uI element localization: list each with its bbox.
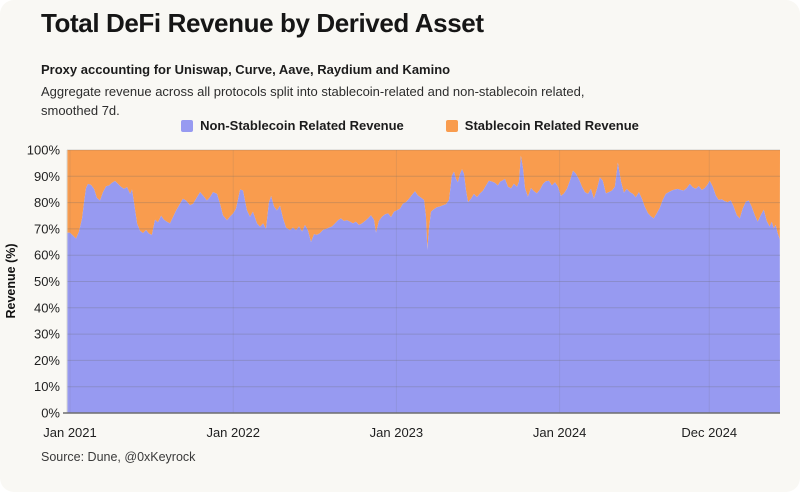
svg-text:30%: 30% — [34, 327, 60, 342]
svg-text:100%: 100% — [27, 143, 61, 158]
legend-swatch-stablecoin-icon — [445, 119, 458, 132]
svg-text:60%: 60% — [34, 248, 60, 263]
svg-text:50%: 50% — [34, 274, 60, 289]
svg-text:Revenue (%): Revenue (%) — [4, 243, 18, 318]
legend-swatch-non-stablecoin-icon — [181, 119, 194, 132]
svg-text:Jan 2022: Jan 2022 — [206, 425, 260, 440]
svg-text:Jan 2023: Jan 2023 — [370, 425, 424, 440]
svg-text:10%: 10% — [34, 379, 60, 394]
svg-text:70%: 70% — [34, 221, 60, 236]
svg-text:40%: 40% — [34, 300, 60, 315]
legend-label-stablecoin: Stablecoin Related Revenue — [464, 118, 639, 133]
legend-item-non-stablecoin: Non-Stablecoin Related Revenue — [181, 118, 404, 133]
svg-text:Dec 2024: Dec 2024 — [681, 425, 737, 440]
svg-text:0%: 0% — [41, 406, 60, 421]
legend-item-stablecoin: Stablecoin Related Revenue — [445, 118, 639, 133]
svg-text:80%: 80% — [34, 195, 60, 210]
svg-text:Jan 2024: Jan 2024 — [533, 425, 587, 440]
legend-label-non-stablecoin: Non-Stablecoin Related Revenue — [200, 118, 404, 133]
page-title: Total DeFi Revenue by Derived Asset — [41, 8, 484, 38]
chart-description-line-1: Aggregate revenue across all protocols s… — [41, 84, 585, 99]
chart-description-line-2: smoothed 7d. — [41, 103, 120, 118]
svg-text:20%: 20% — [34, 353, 60, 368]
svg-text:90%: 90% — [34, 169, 60, 184]
chart-subtitle: Proxy accounting for Uniswap, Curve, Aav… — [41, 62, 451, 77]
source-attribution: Source: Dune, @0xKeyrock — [41, 450, 196, 464]
svg-text:Jan 2021: Jan 2021 — [43, 425, 97, 440]
chart-legend: Non-Stablecoin Related Revenue Stablecoi… — [40, 118, 780, 133]
